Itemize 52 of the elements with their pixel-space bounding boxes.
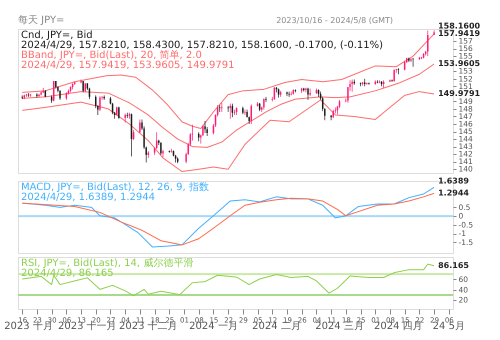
annotation: Cnd, JPY=, Bid xyxy=(21,30,93,41)
candlestick xyxy=(198,132,200,142)
candlestick xyxy=(278,88,280,98)
annotation: BBand, JPY=, Bid(Last), 20, 简单, 2.0 xyxy=(21,49,202,61)
annotation: 2024/4/29, 157.8210, 158.4300, 157.8210, 158.1600, -0.1700, (-0.11%) xyxy=(21,40,384,51)
candlestick xyxy=(132,130,134,140)
annotation: 1.2944 xyxy=(438,188,470,198)
candlestick xyxy=(116,106,118,116)
candlestick xyxy=(232,103,234,118)
candlestick xyxy=(99,96,101,112)
candlestick xyxy=(160,142,162,156)
candlestick xyxy=(204,120,206,134)
x2-tick-label: 24 5月 xyxy=(432,321,465,332)
candlestick xyxy=(162,149,164,158)
candlestick xyxy=(250,104,252,124)
annotation: 158.1600 xyxy=(438,21,481,30)
annotation: 149.9791 xyxy=(438,88,481,98)
annotation: 153.9605 xyxy=(438,58,481,68)
candlestick xyxy=(84,82,86,93)
annotation: RSI, JPY=, Bid(Last), 14, 威尔德平滑 xyxy=(21,257,194,269)
candlestick xyxy=(274,86,276,100)
annotation: 1.6389 xyxy=(438,176,470,186)
candlestick xyxy=(393,69,395,82)
candlestick xyxy=(170,148,172,153)
candlestick xyxy=(82,80,84,93)
candlestick xyxy=(404,60,406,71)
candlestick xyxy=(28,92,30,98)
candlestick xyxy=(139,119,141,134)
annotation: MACD, JPY=, Bid(Last), 12, 26, 9, 指数 xyxy=(21,181,209,193)
candlestick xyxy=(286,91,288,96)
annotation: 86.165 xyxy=(438,260,470,270)
candlestick xyxy=(307,87,309,100)
candlestick xyxy=(263,98,265,110)
x2-tick-label: 2024 三月 xyxy=(315,321,364,332)
chart-subtitle: 2023/10/16 - 2024/5/8 (GMT) xyxy=(276,16,393,25)
candlestick xyxy=(88,87,90,100)
candlestick xyxy=(26,93,28,98)
candlestick xyxy=(427,30,429,56)
candlestick xyxy=(80,79,82,84)
candlestick xyxy=(265,96,267,102)
x2-tick-label: 2024 一月 xyxy=(189,321,238,332)
annotation: 2024/4/29, 1.6389, 1.2944 xyxy=(21,192,155,203)
annotation: 2024/4/29, 86.165 xyxy=(21,268,114,279)
line-series xyxy=(22,91,435,172)
candlestick xyxy=(59,90,61,100)
candlestick xyxy=(52,80,54,102)
annotation: 2024/4/29, 157.9419, 153.9605, 149.9791 xyxy=(21,60,234,71)
annotation: 157.9419 xyxy=(438,28,481,38)
candlestick xyxy=(124,113,126,123)
candlestick xyxy=(118,106,120,120)
candlestick xyxy=(36,92,38,98)
chart-title: 每天 JPY= xyxy=(18,14,64,26)
